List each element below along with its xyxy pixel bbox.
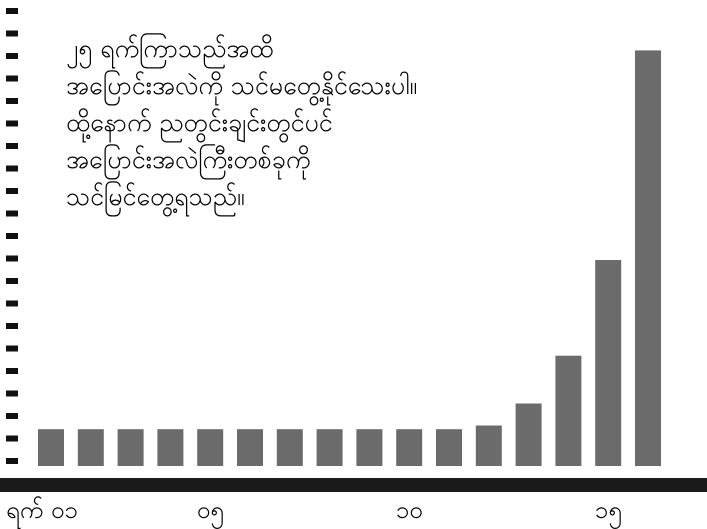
bar-၁၁ [436,429,462,466]
y-axis-tick [6,98,18,104]
x-tick-label: ရက် ၀၁ [6,495,78,529]
bar-၀၃ [117,429,144,466]
y-axis-tick [6,255,18,262]
y-axis-tick [6,458,18,464]
y-axis-tick [6,30,18,37]
y-axis-tick [6,143,18,149]
y-axis-tick [6,165,18,172]
bar-၀၈ [316,429,343,466]
y-axis-tick [6,278,18,284]
bar-၁၃ [515,403,542,466]
bar-၀၆ [237,429,263,466]
y-axis-tick [6,368,18,374]
y-axis-tick [6,53,18,59]
y-axis-tick [6,323,18,329]
annotation-line: အပြောင်းအလဲကြီးတစ်ခုကို [66,145,311,174]
bar-၁၀ [396,429,423,466]
y-axis-tick [6,300,18,307]
y-axis-tick [6,210,18,217]
bar-၁၆ [635,50,661,467]
bar-၁၅ [595,260,622,466]
y-axis-tick [6,390,18,397]
bar-၀၇ [276,429,303,466]
annotation-line: အပြောင်းအလဲကို သင်မတွေ့နိုင်သေးပါ။ [66,71,418,100]
annotation-line: သင်မြင်တွေ့ရသည်။ [66,182,245,211]
y-axis-tick [6,120,18,127]
chart-annotation: ၂၅ ရက်ကြာသည်အထိ အပြောင်းအလဲကို သင်မတွေ့န… [66,30,526,215]
y-axis-tick [6,8,18,14]
bar-၁၄ [555,355,582,466]
y-axis-tick [6,345,18,352]
annotation-line: ၂၅ ရက်ကြာသည်အထိ [66,34,274,63]
x-axis-band [0,478,707,492]
bar-၀၄ [157,429,184,466]
bar-၀၅ [197,429,224,466]
bar-၀၉ [356,429,383,466]
bar-၁၂ [475,425,502,466]
annotation-line: ထို့နောက် ညတွင်းချင်းတွင်ပင် [66,108,333,137]
x-tick-label: ၀၅ [197,496,224,529]
bar-ရက် ၀၁ [38,429,64,466]
y-axis-tick [6,188,18,194]
x-tick-label: ၁၀ [396,496,423,524]
x-tick-label: ၁၅ [595,496,622,529]
bar-၀၂ [77,429,104,466]
y-axis-tick [6,75,18,82]
y-axis-tick [6,413,18,419]
y-axis-tick [6,435,18,442]
y-axis-tick [6,233,18,239]
